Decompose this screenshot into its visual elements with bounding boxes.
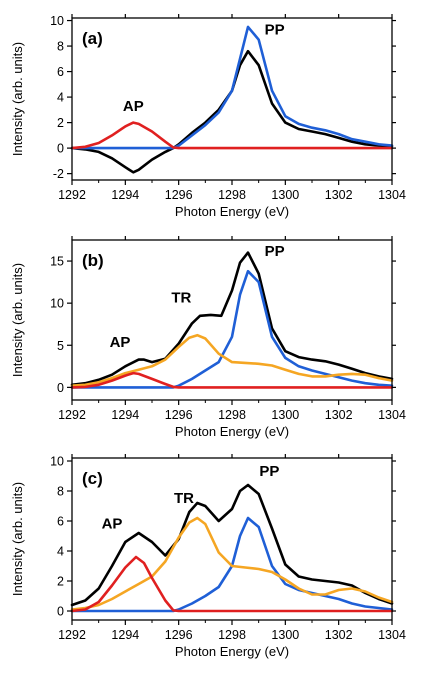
y-tick-label: 15: [50, 255, 64, 269]
x-tick-label: 1298: [218, 628, 246, 642]
y-axis-label: Intensity (arb. units): [10, 42, 25, 156]
y-tick-label: -2: [53, 167, 64, 181]
series-line-3: [70, 555, 394, 613]
x-tick-label: 1300: [271, 188, 299, 202]
panel-label: (a): [82, 29, 103, 48]
x-tick-label: 1292: [58, 628, 86, 642]
y-axis-label: Intensity (arb. units): [10, 482, 25, 596]
y-tick-label: 8: [57, 485, 64, 499]
x-tick-label: 1302: [325, 628, 353, 642]
y-tick-label: 10: [50, 455, 64, 469]
x-tick-label: 1298: [218, 188, 246, 202]
panel-b: 1292 1294 1296 1298 1300 1302 1304 0 5 10 15 (b) P…: [10, 236, 406, 439]
y-tick-label: 8: [57, 40, 64, 54]
series-line-1: [70, 516, 394, 613]
y-tick-label: 6: [57, 515, 64, 529]
x-tick-label: 1292: [58, 408, 86, 422]
x-axis-label: Photon Energy (eV): [175, 204, 289, 219]
peak-label: PP: [259, 463, 279, 480]
series-line-2: [70, 516, 394, 611]
series-line-3: [70, 371, 394, 389]
x-tick-label: 1300: [271, 628, 299, 642]
x-axis-label: Photon Energy (eV): [175, 644, 289, 659]
x-tick-label: 1304: [378, 628, 406, 642]
y-tick-label: 10: [50, 14, 64, 28]
peak-label: AP: [123, 98, 144, 115]
x-tick-label: 1294: [111, 408, 139, 422]
peak-label: TR: [174, 490, 194, 507]
panel-label: (b): [82, 251, 104, 270]
panel-a: 1292 1294 1296 1298 1300 1302 1304 -2 0 2 4 6 8 10 (a…: [10, 14, 406, 219]
series-line-2: [70, 333, 394, 387]
x-tick-label: 1302: [325, 188, 353, 202]
series-line-0: [70, 49, 394, 174]
series-line-1: [70, 25, 394, 150]
y-tick-label: 5: [57, 339, 64, 353]
y-tick-label: 4: [57, 91, 64, 105]
y-tick-label: 2: [57, 575, 64, 589]
x-axis-label: Photon Energy (eV): [175, 424, 289, 439]
peak-label: AP: [102, 516, 123, 533]
x-tick-label: 1292: [58, 188, 86, 202]
x-tick-label: 1304: [378, 408, 406, 422]
peak-label: PP: [265, 22, 285, 39]
y-tick-label: 6: [57, 65, 64, 79]
peak-label: PP: [265, 243, 285, 260]
series-line-2: [70, 121, 394, 150]
x-tick-label: 1296: [165, 628, 193, 642]
x-tick-label: 1294: [111, 628, 139, 642]
y-axis-label: Intensity (arb. units): [10, 263, 25, 377]
y-tick-label: 4: [57, 545, 64, 559]
y-tick-label: 0: [57, 142, 64, 156]
x-tick-label: 1302: [325, 408, 353, 422]
series-line-0: [70, 483, 394, 607]
peak-label: AP: [110, 334, 131, 351]
x-tick-label: 1298: [218, 408, 246, 422]
x-tick-label: 1304: [378, 188, 406, 202]
series-line-1: [70, 269, 394, 389]
peak-label: TR: [171, 289, 191, 306]
x-tick-label: 1300: [271, 408, 299, 422]
y-tick-label: 2: [57, 116, 64, 130]
y-tick-label: 0: [57, 605, 64, 619]
panel-label: (c): [82, 469, 103, 488]
y-tick-label: 0: [57, 381, 64, 395]
x-tick-label: 1296: [165, 408, 193, 422]
y-tick-label: 10: [50, 297, 64, 311]
x-tick-label: 1296: [165, 188, 193, 202]
series-line-0: [70, 251, 394, 387]
x-tick-label: 1294: [111, 188, 139, 202]
